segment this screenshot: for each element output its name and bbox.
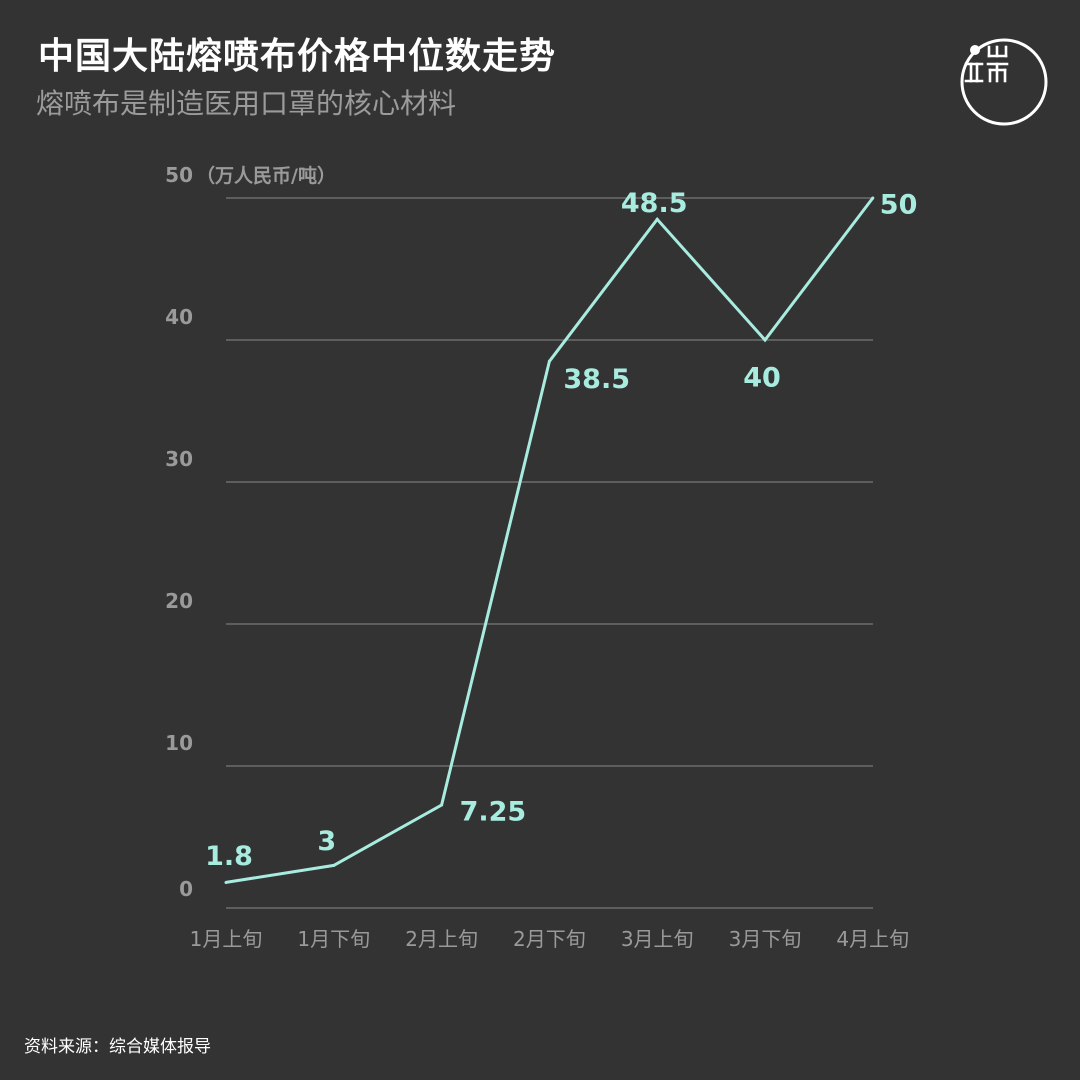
y-axis-ticks: 0 10 20 30 40 50	[165, 163, 193, 901]
chart-subtitle: 熔喷布是制造医用口罩的核心材料	[36, 87, 457, 120]
series-line	[225, 197, 874, 884]
series-price	[224, 196, 875, 884]
data-point	[224, 880, 228, 884]
data-labels: 1.8 3 7.25 38.5 48.5 40 50	[205, 188, 917, 872]
gridlines	[226, 197, 873, 909]
x-tick-label: 4月上旬	[836, 927, 909, 951]
data-point	[871, 196, 875, 200]
data-label: 7.25	[460, 797, 527, 828]
data-label: 1.8	[205, 841, 253, 872]
data-point	[332, 863, 336, 867]
x-tick-label: 1月下旬	[297, 927, 370, 951]
data-label: 3	[317, 826, 336, 857]
data-label: 40	[743, 363, 781, 394]
data-point	[440, 803, 444, 807]
y-tick-label: 0	[179, 877, 193, 901]
data-point	[763, 338, 767, 342]
data-label: 50	[880, 190, 918, 221]
source-note: 资料来源：综合媒体报导	[24, 1037, 211, 1057]
x-axis-ticks: 1月上旬 1月下旬 2月上旬 2月下旬 3月上旬 3月下旬 4月上旬	[190, 927, 910, 951]
y-tick-label: 50	[165, 163, 193, 187]
data-label: 48.5	[621, 188, 688, 219]
theinitium-logo-icon	[960, 38, 1048, 126]
data-label: 38.5	[563, 364, 630, 395]
y-tick-label: 40	[165, 305, 193, 329]
y-tick-label: 30	[165, 447, 193, 471]
y-axis-unit-label: （万人民币/吨）	[196, 164, 336, 187]
x-tick-label: 3月下旬	[729, 927, 802, 951]
data-point	[547, 359, 551, 363]
y-tick-label: 10	[165, 731, 193, 755]
data-point	[655, 217, 659, 221]
price-line-chart: 0 10 20 30 40 50 （万人民币/吨） 1月上旬 1月下旬 2月上旬 2月下旬 3月上…	[165, 163, 917, 951]
x-tick-label: 3月上旬	[621, 927, 694, 951]
chart-title: 中国大陆熔喷布价格中位数走势	[38, 36, 557, 77]
x-tick-label: 1月上旬	[190, 927, 263, 951]
x-tick-label: 2月上旬	[405, 927, 478, 951]
y-tick-label: 20	[165, 589, 193, 613]
x-tick-label: 2月下旬	[513, 927, 586, 951]
